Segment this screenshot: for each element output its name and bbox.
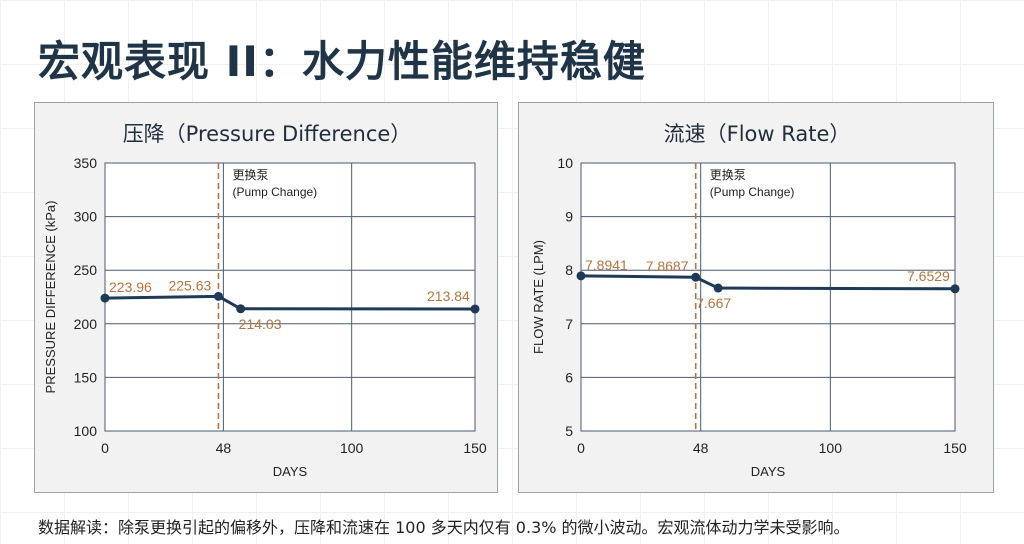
y-tick-label: 150: [74, 369, 98, 385]
y-tick-label: 5: [565, 423, 573, 439]
x-tick-label: 0: [101, 440, 109, 456]
page-title: 宏观表现 II：水力性能维持稳健: [38, 37, 646, 86]
y-tick-label: 350: [74, 155, 98, 171]
series-line: [580, 274, 956, 291]
data-label: 214.03: [239, 316, 282, 332]
y-tick-label: 7: [565, 316, 573, 332]
data-point: [100, 293, 110, 303]
y-tick-label: 8: [565, 262, 573, 278]
data-interpretation-caption: 数据解读：除泵更换引起的偏移外，压降和流速在 100 多天内仅有 0.3% 的微…: [38, 518, 850, 537]
data-label: 7.8941: [585, 257, 628, 273]
x-tick-label: 48: [216, 440, 232, 456]
flow-rate-chart-panel: 流速（Flow Rate） 5 6 7 8 9 10 0 48 100 150 DAYS FLOW RA…: [518, 102, 994, 493]
series-line: [104, 294, 476, 311]
y-tick-label: 300: [74, 209, 98, 225]
pressure-chart: 压降（Pressure Difference） 100 150 200 250 300 35…: [43, 122, 487, 479]
pump-change-label: 更换泵: [232, 168, 268, 182]
x-axis-label: DAYS: [273, 464, 308, 479]
x-tick-label: 100: [819, 440, 843, 456]
pressure-chart-panel: 压降（Pressure Difference） 100 150 200 250 300 35…: [34, 102, 498, 493]
data-point: [236, 304, 246, 314]
x-tick-label: 150: [943, 440, 967, 456]
y-tick-label: 200: [74, 316, 98, 332]
pump-change-label: 更换泵: [710, 168, 746, 182]
y-axis-label: PRESSURE DIFFERENCE (kPa): [43, 201, 58, 394]
chart-title: 压降（Pressure Difference）: [123, 122, 412, 146]
data-label: 223.96: [109, 279, 152, 295]
data-label: 7.6529: [907, 268, 950, 284]
plot-area: [580, 162, 956, 432]
pump-change-label-en: (Pump Change): [232, 185, 317, 199]
data-point: [950, 284, 960, 294]
data-label: 225.63: [168, 277, 211, 293]
y-axis-label: FLOW RATE (LPM): [531, 240, 546, 354]
pump-change-label-en: (Pump Change): [710, 185, 795, 199]
x-tick-label: 150: [463, 440, 487, 456]
x-axis-label: DAYS: [751, 464, 786, 479]
y-tick-label: 9: [565, 209, 573, 225]
y-tick-label: 100: [74, 423, 98, 439]
data-point: [713, 283, 723, 293]
data-label: 7.667: [696, 295, 731, 311]
data-point: [470, 304, 480, 314]
chart-title: 流速（Flow Rate）: [664, 122, 851, 146]
y-tick-label: 250: [74, 262, 98, 278]
data-label: 213.84: [427, 288, 470, 304]
y-tick-label: 10: [557, 155, 573, 171]
x-tick-label: 0: [577, 440, 585, 456]
data-point: [576, 271, 586, 281]
x-tick-label: 100: [340, 440, 364, 456]
data-point: [213, 291, 223, 301]
data-point: [691, 272, 701, 282]
data-label: 7.8687: [646, 258, 689, 274]
y-tick-label: 6: [565, 369, 573, 385]
x-tick-label: 48: [693, 440, 709, 456]
